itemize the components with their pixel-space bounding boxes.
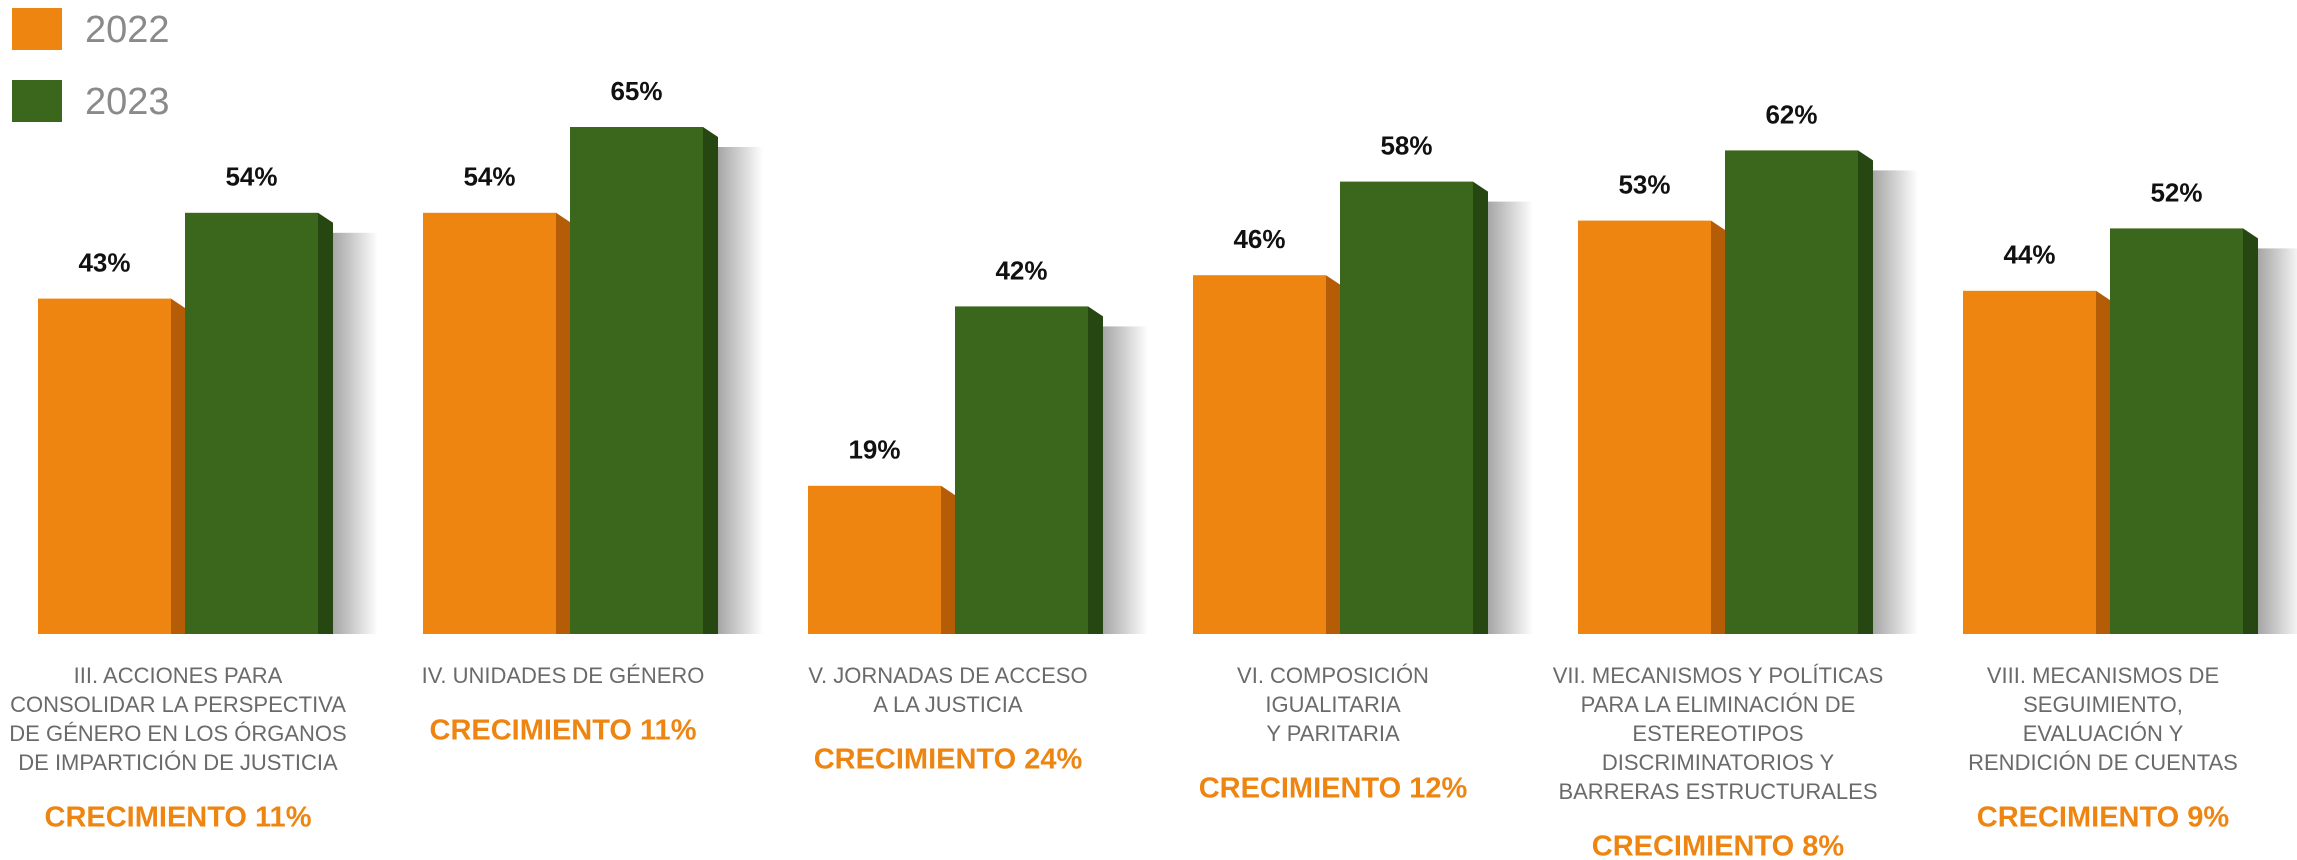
bar-side (2243, 228, 2258, 634)
category-label: DE IMPARTICIÓN DE JUSTICIA (18, 750, 338, 775)
bar (1340, 181, 1473, 634)
growth-annotation: CRECIMIENTO 9% (1977, 802, 2230, 834)
growth-annotation: CRECIMIENTO 8% (1592, 831, 1845, 860)
bar-side (941, 485, 956, 634)
legend-swatch (12, 80, 62, 122)
bar (38, 298, 171, 634)
category-label: CONSOLIDAR LA PERSPECTIVA (10, 692, 346, 717)
value-label: 44% (2003, 240, 2055, 270)
bar (185, 212, 318, 635)
category-label: IV. UNIDADES DE GÉNERO (422, 663, 705, 688)
category-label: BARRERAS ESTRUCTURALES (1558, 779, 1877, 804)
value-label: 52% (2150, 177, 2202, 207)
bar-side (1326, 275, 1341, 634)
category-label: RENDICIÓN DE CUENTAS (1968, 750, 2238, 775)
growth-annotation: CRECIMIENTO 12% (1199, 773, 1468, 805)
bar-side (2096, 290, 2111, 634)
legend-swatch (12, 8, 62, 50)
bar-side (171, 298, 186, 634)
bar (808, 485, 941, 634)
value-label: 65% (610, 76, 662, 106)
bar (1193, 275, 1326, 634)
bar-side (703, 127, 718, 634)
growth-annotation: CRECIMIENTO 11% (430, 715, 697, 747)
category-label: SEGUIMIENTO, (2023, 692, 2183, 717)
category-label: V. JORNADAS DE ACCESO (808, 663, 1087, 688)
value-label: 19% (848, 435, 900, 465)
value-label: 54% (225, 162, 277, 192)
bar (1578, 220, 1711, 634)
category-label: PARA LA ELIMINACIÓN DE (1581, 692, 1856, 717)
bar-side (1858, 150, 1873, 634)
bar (955, 306, 1088, 634)
category-label: DE GÉNERO EN LOS ÓRGANOS (9, 721, 346, 746)
category-label: VII. MECANISMOS Y POLÍTICAS (1553, 663, 1884, 688)
bar-shadow (333, 232, 378, 635)
legend-label: 2022 (85, 9, 170, 51)
growth-annotation: CRECIMIENTO 24% (814, 744, 1083, 776)
growth-annotation: CRECIMIENTO 11% (45, 802, 312, 834)
bar-shadow (2258, 248, 2297, 634)
bar-side (1711, 220, 1726, 634)
bar-side (1473, 181, 1488, 634)
category-label: DISCRIMINATORIOS Y (1602, 750, 1835, 775)
bar-shadow (1873, 170, 1918, 634)
bar-shadow (1103, 326, 1148, 634)
bar-side (556, 212, 571, 635)
bar-side (318, 212, 333, 635)
category-label: III. ACCIONES PARA (74, 663, 283, 688)
bar (2110, 228, 2243, 634)
value-label: 46% (1233, 224, 1285, 254)
value-label: 62% (1765, 99, 1817, 129)
category-label: ESTEREOTIPOS (1632, 721, 1803, 746)
value-label: 54% (463, 162, 515, 192)
category-label: VIII. MECANISMOS DE (1987, 663, 2219, 688)
value-label: 43% (78, 247, 130, 277)
bar-side (1088, 306, 1103, 634)
category-label: EVALUACIÓN Y (2023, 721, 2184, 746)
value-label: 58% (1380, 130, 1432, 160)
category-label: VI. COMPOSICIÓN (1237, 663, 1429, 688)
category-label: Y PARITARIA (1266, 721, 1400, 746)
value-label: 42% (995, 255, 1047, 285)
bar-shadow (718, 147, 763, 634)
bar (423, 212, 556, 635)
bar-shadow (1488, 201, 1533, 634)
bar (1963, 290, 2096, 634)
category-label: IGUALITARIA (1265, 692, 1401, 717)
legend-label: 2023 (85, 81, 170, 123)
bar (1725, 150, 1858, 634)
category-label: A LA JUSTICIA (873, 692, 1022, 717)
bar (570, 127, 703, 634)
value-label: 53% (1618, 169, 1670, 199)
